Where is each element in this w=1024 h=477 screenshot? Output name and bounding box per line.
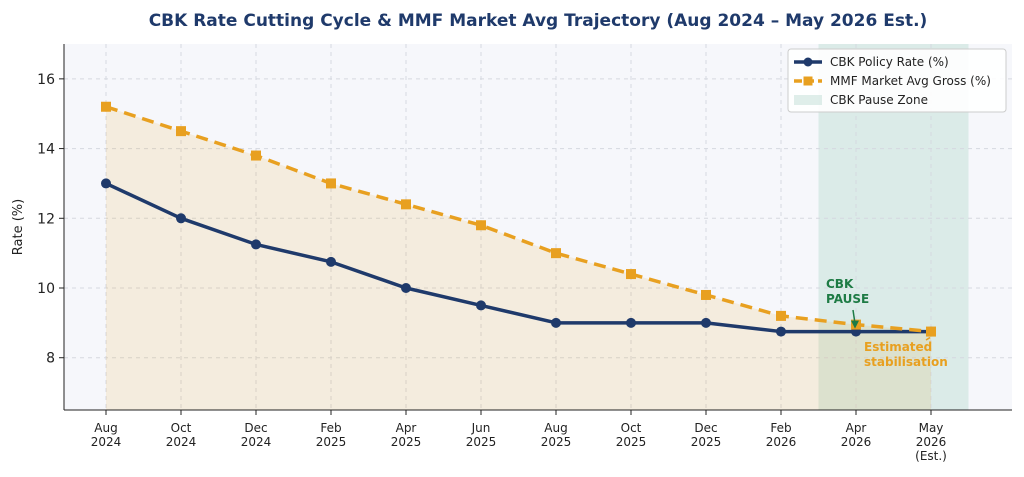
series-0-point (701, 317, 711, 328)
legend: CBK Policy Rate (%) MMF Market Avg Gross … (787, 48, 1007, 113)
series-1-point (626, 269, 636, 280)
legend-box (787, 48, 1007, 113)
series-1-point (701, 289, 711, 300)
x-tick-label: Jun 2025 (466, 421, 497, 449)
annotation-cbk-pause: CBK PAUSE (826, 277, 869, 306)
x-tick-label: Apr 2026 (841, 421, 872, 449)
series-1-point (326, 178, 336, 189)
series-0-point (776, 326, 786, 337)
series-0-point (101, 178, 111, 189)
mmf-area-fill (106, 106, 931, 410)
series-1-point (401, 199, 411, 210)
series-0-point (476, 300, 486, 311)
x-tick-label: Dec 2025 (691, 421, 722, 449)
series-line-1 (105, 105, 932, 334)
x-tick-label: Aug 2025 (541, 421, 572, 449)
legend-marker-1 (803, 76, 813, 86)
x-tick-label: Feb 2026 (766, 421, 797, 449)
legend-label-1: MMF Market Avg Gross (%) (830, 74, 991, 88)
series-1-point (251, 150, 261, 161)
series-1-point (101, 101, 111, 112)
y-tick-label: 12 (37, 211, 55, 227)
y-tick-label: 8 (46, 351, 55, 367)
series-1-point (476, 220, 486, 231)
y-tick-label: 10 (37, 281, 55, 297)
plot-area: 8 10 12 14 16 Aug 2024 Oct 2024 Dec 2024 Feb 2025 Apr… (11, 44, 1012, 463)
x-tick-label: Aug 2024 (91, 421, 122, 449)
legend-marker-0 (803, 57, 813, 67)
legend-patch-pause-zone (794, 95, 822, 105)
series-1-point (926, 326, 936, 337)
x-tick-label: Feb 2025 (316, 421, 347, 449)
annotation-estimated-arrow (925, 336, 931, 341)
y-axis-label: Rate (%) (11, 199, 26, 255)
x-tick-label: May 2026 (Est.) (915, 421, 947, 463)
x-tick-label: Dec 2024 (241, 421, 272, 449)
series-0-point (176, 213, 186, 224)
y-tick-label: 16 (37, 72, 55, 88)
series-0-point (401, 283, 411, 293)
x-tick-label: Oct 2025 (616, 421, 647, 449)
legend-label-pause-zone: CBK Pause Zone (830, 93, 928, 107)
x-tick-label: Apr 2025 (391, 421, 422, 449)
annotation-estimated-stabilisation: Estimated stabilisation (864, 340, 948, 369)
y-tick-label: 14 (37, 142, 55, 158)
x-tick-label: Oct 2024 (166, 421, 197, 449)
series-1-point (551, 248, 561, 259)
series-1-point (176, 126, 186, 137)
series-0-point (626, 317, 636, 328)
series-0-point (251, 239, 261, 250)
annotation-cbk-pause-arrowhead (851, 320, 859, 329)
series-0-point (551, 317, 561, 328)
series-1-point (776, 310, 786, 321)
series-0-point (326, 256, 336, 267)
chart-title: CBK Rate Cutting Cycle & MMF Market Avg … (149, 11, 928, 31)
legend-label-0: CBK Policy Rate (%) (830, 55, 949, 69)
series-line-0 (105, 181, 931, 334)
